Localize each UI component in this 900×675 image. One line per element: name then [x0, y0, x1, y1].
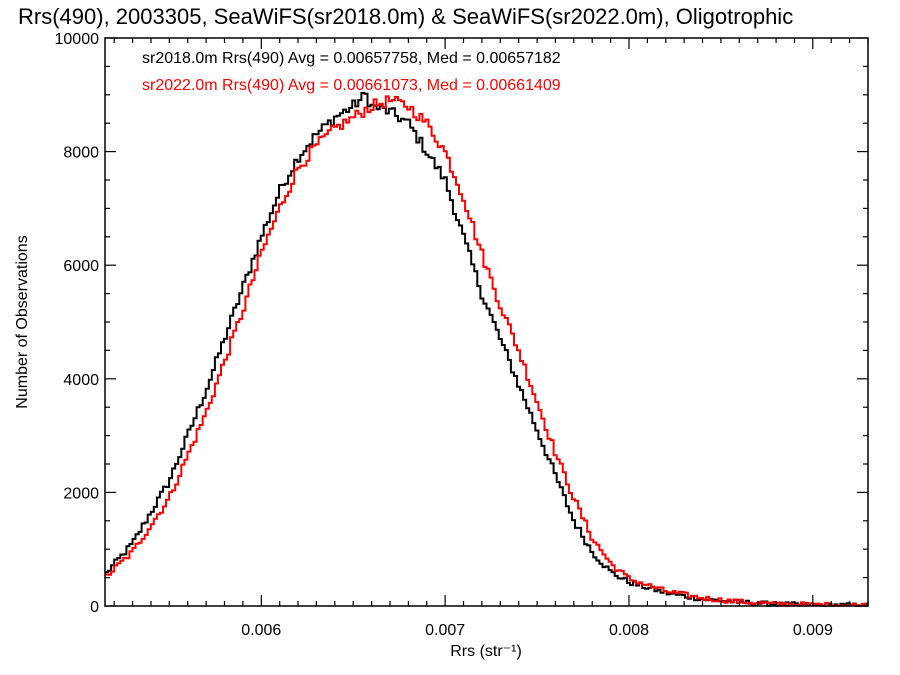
y-tick-label: 10000 [55, 31, 100, 48]
axes-frame [104, 37, 869, 607]
legend-annotation-2: sr2022.0m Rrs(490) Avg = 0.00661073, Med… [142, 77, 561, 94]
x-tick-label: 0.009 [793, 622, 833, 639]
axis-ticks: 0.006 0.007 0.008 0.009 0 2000 4000 6000 8000 100… [55, 31, 869, 639]
y-tick-label: 0 [90, 599, 99, 616]
x-tick-label: 0.007 [425, 622, 465, 639]
chart-title: Rrs(490), 2003305, SeaWiFS(sr2018.0m) & … [18, 4, 793, 29]
series-line-1 [105, 91, 868, 607]
y-tick-label: 8000 [63, 145, 99, 162]
legend-annotation-1: sr2018.0m Rrs(490) Avg = 0.00657758, Med… [142, 50, 561, 67]
y-tick-label: 6000 [63, 258, 99, 275]
legend-annotations: sr2018.0m Rrs(490) Avg = 0.00657758, Med… [142, 50, 561, 94]
x-tick-label: 0.006 [241, 622, 281, 639]
x-axis-label: Rrs (str⁻¹) [450, 643, 522, 660]
y-tick-label: 4000 [63, 372, 99, 389]
y-axis-label: Number of Observations [14, 235, 31, 408]
plot-area [105, 91, 868, 607]
x-tick-label: 0.008 [609, 622, 649, 639]
y-tick-label: 2000 [63, 485, 99, 502]
series-line-2 [105, 95, 868, 607]
